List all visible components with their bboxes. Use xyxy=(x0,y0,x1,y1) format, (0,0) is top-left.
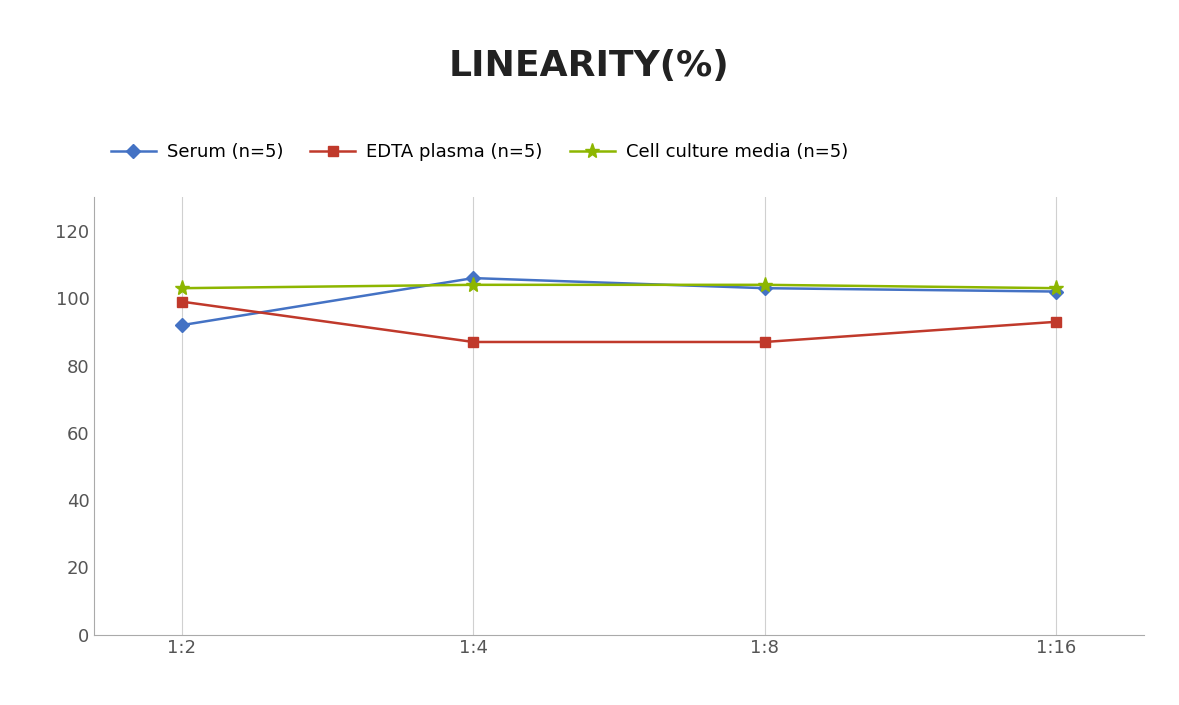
Cell culture media (n=5) xyxy=(1049,284,1063,293)
Serum (n=5) xyxy=(758,284,772,293)
EDTA plasma (n=5) xyxy=(758,338,772,346)
Serum (n=5) xyxy=(1049,288,1063,296)
Cell culture media (n=5) xyxy=(174,284,189,293)
Serum (n=5) xyxy=(174,321,189,329)
EDTA plasma (n=5) xyxy=(466,338,480,346)
EDTA plasma (n=5) xyxy=(1049,317,1063,326)
EDTA plasma (n=5) xyxy=(174,298,189,306)
Cell culture media (n=5) xyxy=(758,281,772,289)
Legend: Serum (n=5), EDTA plasma (n=5), Cell culture media (n=5): Serum (n=5), EDTA plasma (n=5), Cell cul… xyxy=(104,136,855,168)
Line: Serum (n=5): Serum (n=5) xyxy=(177,274,1061,330)
Line: EDTA plasma (n=5): EDTA plasma (n=5) xyxy=(177,297,1061,347)
Line: Cell culture media (n=5): Cell culture media (n=5) xyxy=(174,277,1063,296)
Serum (n=5) xyxy=(466,274,480,282)
Text: LINEARITY(%): LINEARITY(%) xyxy=(449,49,730,83)
Cell culture media (n=5) xyxy=(466,281,480,289)
